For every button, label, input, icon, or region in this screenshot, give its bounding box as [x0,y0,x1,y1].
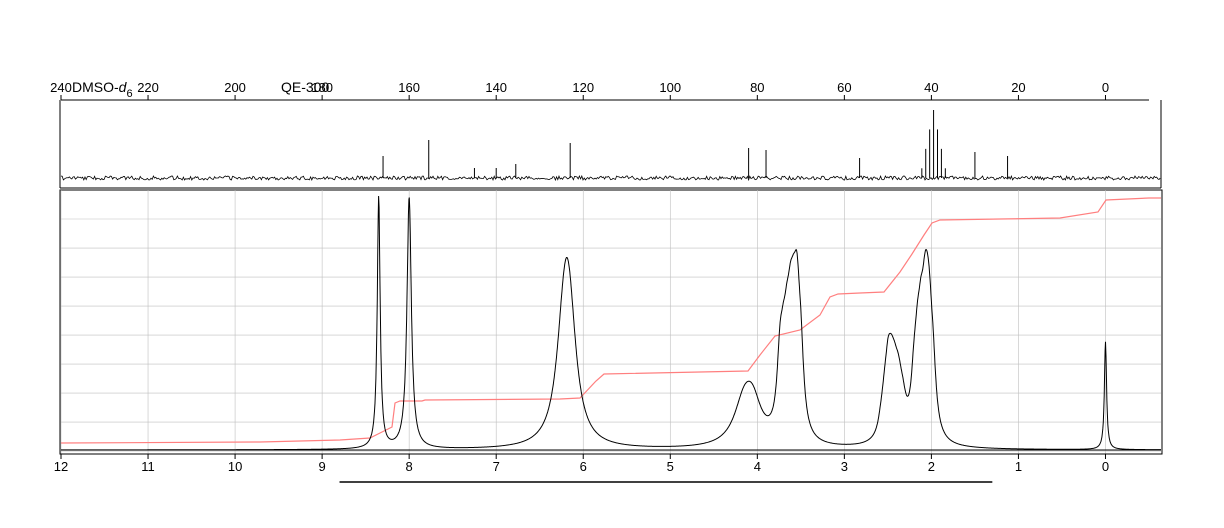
h1-tick-label: 12 [54,459,68,474]
c13-tick-label: 80 [750,80,764,95]
c13-tick-label: 140 [485,80,507,95]
h1-tick-label: 10 [228,459,242,474]
c13-tick-label: 240 [50,80,72,95]
h1-tick-label: 0 [1102,459,1109,474]
c13-tick-label: 40 [924,80,938,95]
h1-tick-label: 7 [493,459,500,474]
c13-tick-label: 60 [837,80,851,95]
c13-tick-label: 200 [224,80,246,95]
c13-tick-label: 160 [398,80,420,95]
c13-tick-label: 20 [1011,80,1025,95]
nmr-figure: DMSO-d6 QE-300 2402202001801601401201008… [0,0,1224,528]
solvent-prefix: DMSO- [72,79,119,95]
c13-tick-label: 100 [659,80,681,95]
h1-tick-label: 9 [319,459,326,474]
c13-tick-label: 120 [572,80,594,95]
c13-tick-label: 0 [1102,80,1109,95]
solvent-sub: 6 [126,88,132,100]
h1-tick-label: 11 [141,459,155,474]
h1-tick-label: 4 [754,459,761,474]
h1-tick-label: 6 [580,459,587,474]
c13-tick-label: 180 [311,80,333,95]
h1-tick-label: 3 [841,459,848,474]
nmr-svg: DMSO-d6 QE-300 2402202001801601401201008… [0,0,1224,528]
h1-tick-label: 8 [406,459,413,474]
c13-tick-label: 220 [137,80,159,95]
h1-tick-label: 5 [667,459,674,474]
h1-tick-label: 1 [1015,459,1022,474]
h1-tick-label: 2 [928,459,935,474]
